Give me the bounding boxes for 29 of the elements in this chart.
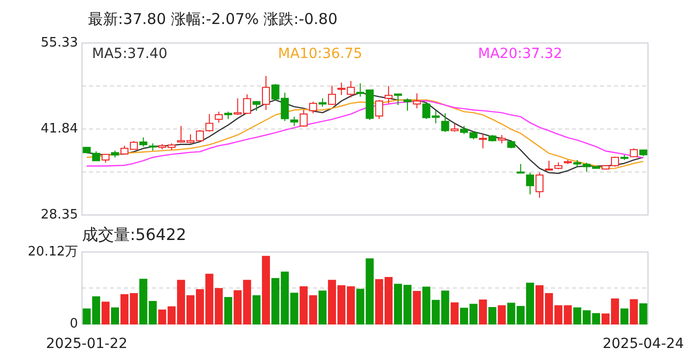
candlestick	[384, 86, 393, 104]
bar	[262, 256, 270, 324]
bar	[488, 307, 496, 324]
text: MA10:36.75	[278, 46, 362, 62]
y-tick-label: 41.84	[40, 122, 78, 137]
x-tick-label: 2025-04-24	[602, 336, 684, 352]
chart-title: 成交量:56422	[82, 225, 186, 244]
bar	[111, 307, 120, 324]
y-tick-label: 28.35	[40, 208, 78, 223]
bar	[252, 295, 261, 324]
y-tick-label: 20.12万	[28, 244, 78, 260]
bar	[412, 290, 421, 324]
x-tick-label: 2025-01-22	[46, 336, 128, 352]
bar	[639, 303, 648, 324]
bar	[450, 302, 459, 324]
bar	[498, 305, 506, 324]
bar	[224, 297, 232, 324]
bar	[478, 300, 487, 324]
candlestick	[412, 92, 421, 109]
y-tick-label: 0	[70, 316, 78, 332]
candlestick	[478, 134, 487, 149]
y-tick-label: 55.33	[40, 36, 78, 51]
text: MA5:37.40	[92, 46, 168, 62]
bar	[318, 290, 327, 324]
bar	[102, 302, 110, 324]
chart-title: 最新:37.80 涨幅:-2.07% 涨跌:-0.80	[88, 10, 338, 28]
bar	[630, 299, 638, 324]
bar	[620, 308, 628, 324]
text: MA20:37.32	[478, 46, 562, 62]
